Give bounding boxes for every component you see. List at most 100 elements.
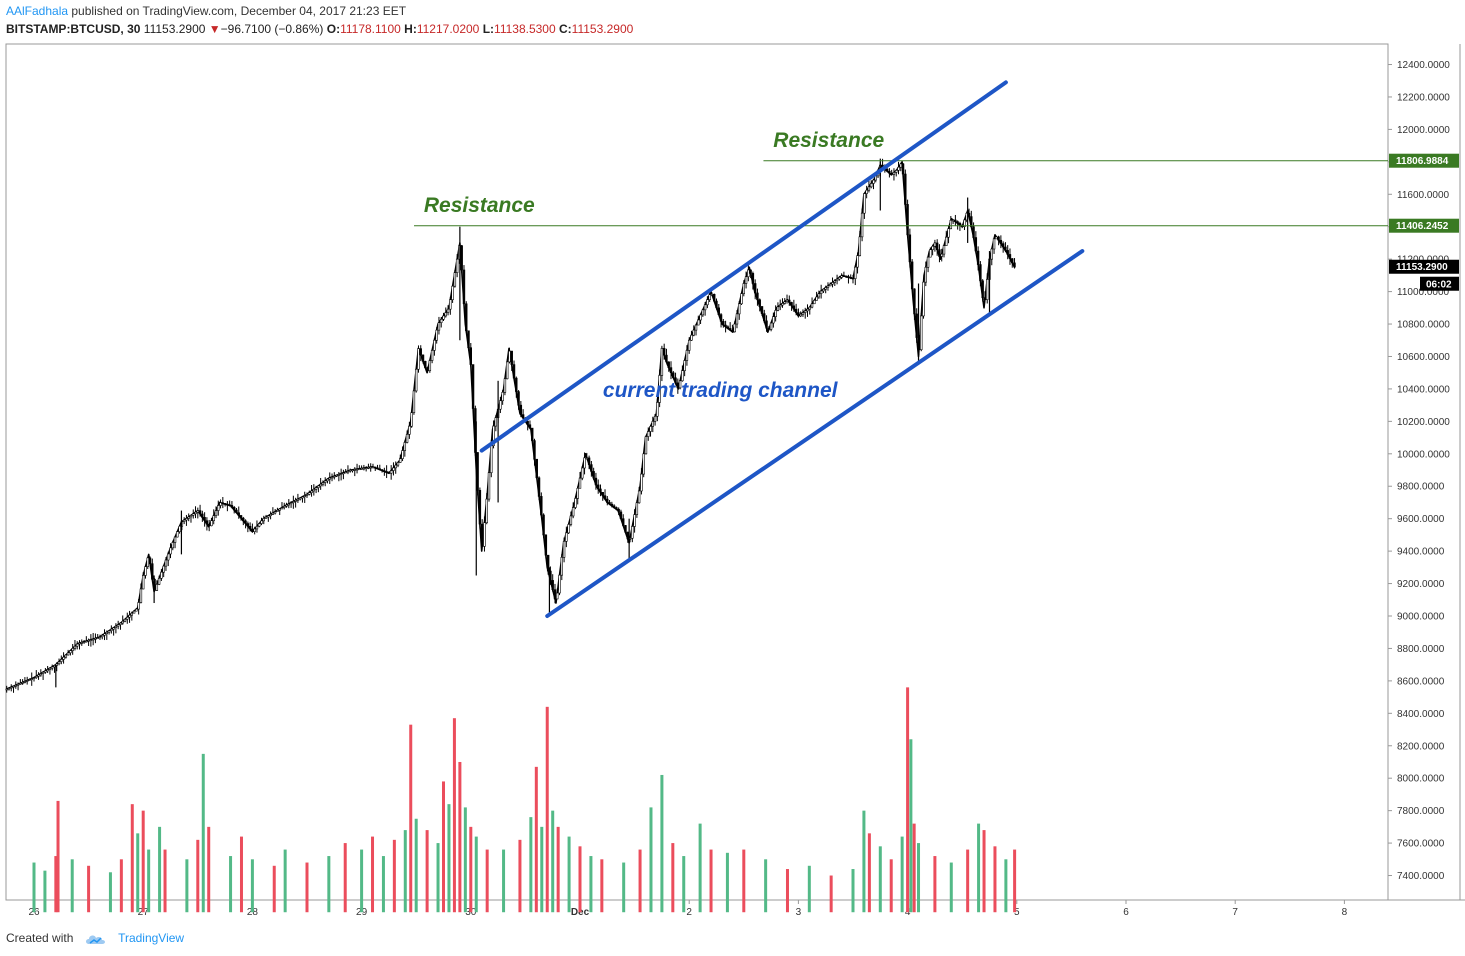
candle-body [394, 464, 397, 469]
candle-body [101, 634, 104, 638]
candle-body [371, 466, 375, 469]
candle-body [938, 249, 941, 257]
low-value: 11138.5300 [494, 22, 556, 36]
candle-body [499, 400, 502, 410]
candle-body [85, 640, 88, 643]
volume-bar [343, 843, 347, 913]
volume-bar [458, 761, 462, 913]
candle-body [735, 313, 739, 325]
author-link[interactable]: AAlFadhala [6, 4, 69, 18]
candle-body [687, 339, 691, 351]
candle-body [414, 368, 418, 392]
volume-bar [912, 823, 916, 913]
candle-body [119, 622, 122, 625]
candle-body [139, 588, 143, 603]
candle-body [494, 417, 498, 427]
candle-body [576, 487, 579, 499]
candle-body [872, 179, 875, 184]
candle-body [430, 350, 434, 361]
candle-body [717, 307, 720, 315]
candle-body [367, 467, 370, 469]
candle-body [505, 361, 509, 380]
price-tick-label: 8200.0000 [1397, 741, 1445, 752]
candle-body [478, 489, 482, 525]
candle-body [526, 421, 529, 426]
candle-body [724, 324, 727, 328]
volume-bar [436, 843, 440, 913]
candle-body [983, 297, 987, 301]
candle-body [979, 264, 982, 282]
candle-body [228, 504, 231, 507]
candle-body [242, 517, 245, 522]
candle-body [801, 312, 805, 315]
candle-body [833, 280, 837, 283]
candle-body [392, 467, 395, 471]
candle-body [995, 236, 998, 240]
volume-bar [250, 859, 254, 913]
volume-bar [463, 807, 467, 913]
candle-body [387, 472, 391, 474]
volume-bar [807, 865, 811, 913]
price-tick-label: 7600.0000 [1397, 839, 1445, 850]
candle-body [813, 300, 816, 305]
candle-body [662, 348, 666, 356]
candle-body [194, 511, 197, 515]
candle-body [449, 299, 452, 310]
candle-body [781, 303, 784, 306]
last-price: 11153.2900 [143, 22, 206, 36]
candle-body [599, 488, 602, 493]
candle-body [317, 485, 320, 488]
volume-bar [207, 826, 211, 913]
candle-body [751, 273, 755, 284]
publish-info: published on TradingView.com, December 0… [68, 4, 407, 18]
candle-body [508, 350, 511, 363]
candle-body [740, 293, 743, 305]
candle-body [528, 424, 532, 429]
volume-bar [682, 856, 686, 913]
volume-bar [56, 800, 60, 913]
candle-body [314, 487, 318, 490]
candle-body [376, 467, 379, 470]
candle-body [694, 324, 698, 331]
candle-body [460, 245, 463, 271]
volume-bar [785, 869, 789, 913]
candle-body [915, 313, 918, 338]
candle-body [342, 472, 345, 475]
candle-body [344, 471, 347, 474]
candle-body [82, 641, 86, 643]
price-chart[interactable]: 12400.000012200.000012000.000011800.0000… [0, 0, 1465, 925]
candle-body [619, 511, 623, 519]
candle-body [16, 683, 20, 686]
date-tick-label: 27 [138, 907, 150, 918]
open-value: 11178.1100 [340, 22, 401, 36]
candle-body [558, 574, 561, 594]
candle-body [501, 391, 504, 402]
candle-body [792, 305, 796, 310]
volume-bar [518, 839, 522, 913]
candle-body [831, 282, 834, 285]
price-tick-label: 9600.0000 [1397, 514, 1445, 525]
candle-body [947, 228, 950, 238]
volume-bar [698, 823, 702, 913]
candle-body [276, 509, 279, 512]
candle-body [360, 468, 363, 470]
candle-body [37, 674, 40, 677]
candle-body [660, 348, 664, 376]
candle-body [669, 367, 673, 374]
candle-body [840, 275, 843, 278]
candle-body [419, 348, 422, 356]
volume-bar [239, 836, 243, 913]
candle-body [963, 219, 966, 228]
tradingview-link[interactable]: TradingView [118, 931, 185, 945]
candle-body [951, 219, 955, 222]
candle-body [355, 468, 359, 471]
candle-body [922, 281, 925, 317]
candle-body [1004, 246, 1007, 251]
candle-body [895, 170, 898, 173]
candle-body [690, 334, 693, 341]
candle-body [46, 669, 49, 672]
candle-body [187, 516, 190, 519]
price-tick-label: 7400.0000 [1397, 871, 1445, 882]
candle-body [173, 536, 177, 543]
candle-body [783, 301, 786, 304]
